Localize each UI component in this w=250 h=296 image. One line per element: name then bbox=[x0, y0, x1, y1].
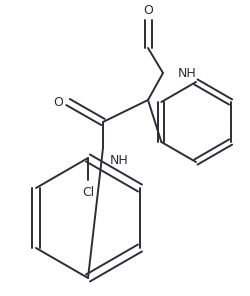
Text: O: O bbox=[143, 4, 153, 17]
Text: NH: NH bbox=[178, 67, 197, 80]
Text: Cl: Cl bbox=[82, 186, 94, 199]
Text: O: O bbox=[53, 96, 63, 109]
Text: NH: NH bbox=[110, 154, 129, 167]
